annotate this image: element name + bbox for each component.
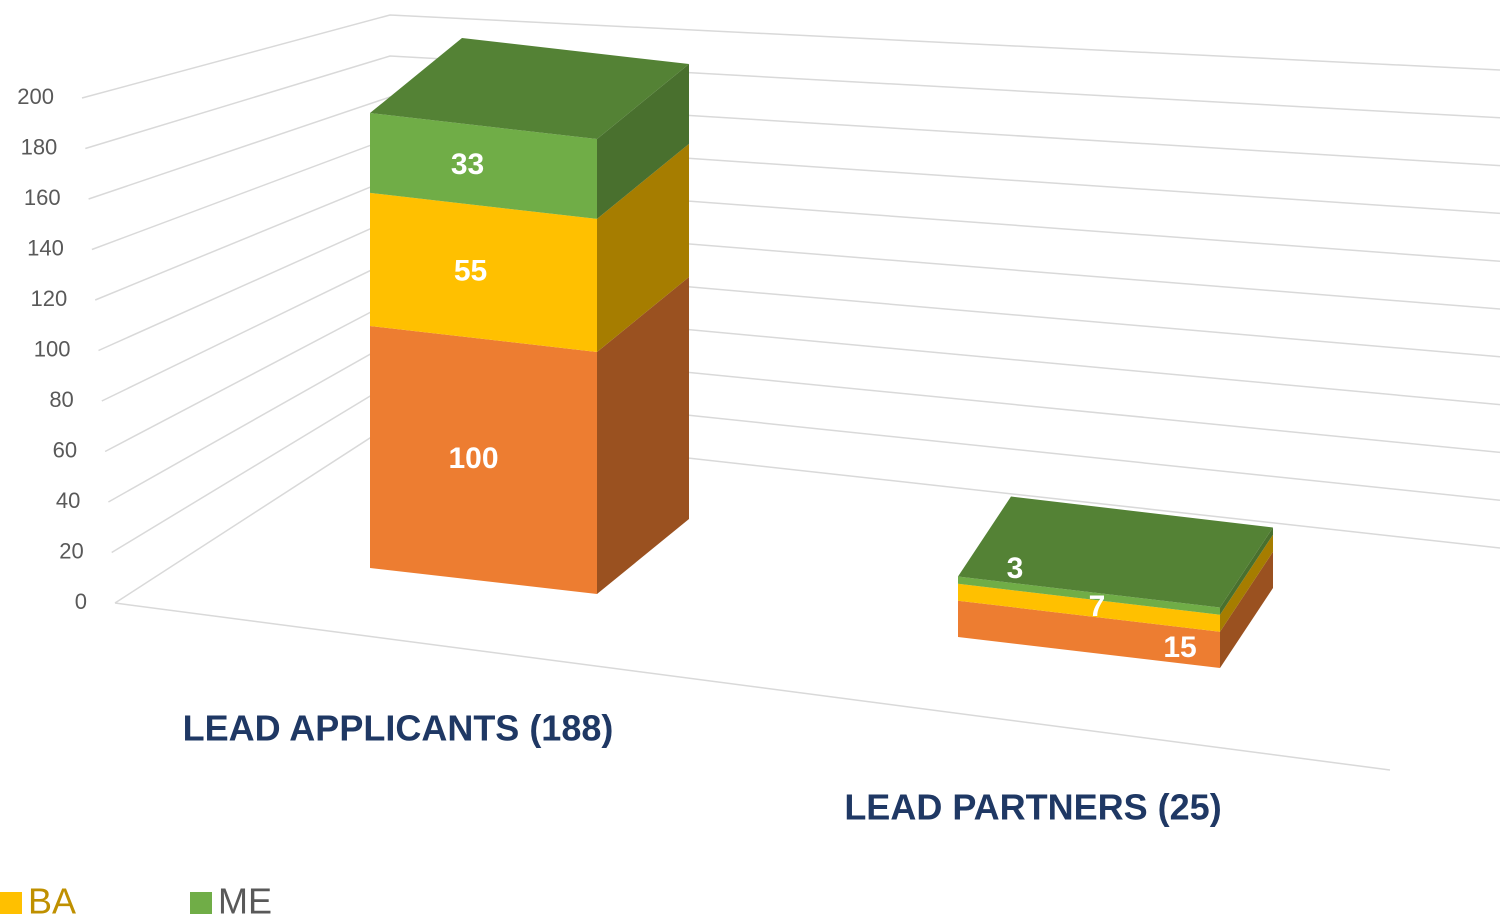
y-tick-label: 0 xyxy=(75,589,87,614)
grid-line xyxy=(114,424,1500,604)
y-tick-label: 60 xyxy=(53,437,77,462)
grid-line xyxy=(101,260,1500,402)
legend-label: ME xyxy=(218,881,272,919)
bar-side xyxy=(1220,527,1273,615)
bar-top xyxy=(370,38,689,140)
legend-swatch xyxy=(0,892,22,914)
bar-side xyxy=(1220,534,1273,632)
data-label: 33 xyxy=(451,148,484,181)
x-tick-label: LEAD PARTNERS (25) xyxy=(844,787,1221,828)
bar-front xyxy=(958,576,1220,615)
y-tick-label: 80 xyxy=(49,387,73,412)
y-tick-label: 100 xyxy=(34,336,71,361)
bar-side xyxy=(597,143,689,352)
bar-front xyxy=(958,583,1220,632)
bar-front xyxy=(958,600,1220,668)
y-tick-label: 160 xyxy=(24,185,61,210)
data-label: 3 xyxy=(1007,552,1024,585)
bar-top xyxy=(958,496,1273,608)
legend-swatch xyxy=(190,892,212,914)
floor-edge xyxy=(114,602,1391,771)
data-label: 15 xyxy=(1163,631,1196,664)
bar-front xyxy=(370,113,597,219)
data-label: 7 xyxy=(1089,590,1106,623)
grid-line xyxy=(85,55,1500,150)
grid-line xyxy=(81,14,1500,99)
data-label: 55 xyxy=(454,254,487,287)
grid-line xyxy=(94,178,1500,301)
bar-side xyxy=(597,277,689,594)
bar-front xyxy=(370,326,597,594)
y-tick-label: 180 xyxy=(21,134,58,159)
x-tick-label: LEAD APPLICANTS (188) xyxy=(183,708,614,749)
grid-line xyxy=(111,383,1500,554)
grid-line xyxy=(91,137,1500,251)
data-label: 100 xyxy=(448,442,498,475)
y-tick-label: 200 xyxy=(17,84,54,109)
bar-front xyxy=(370,192,597,352)
bar-side xyxy=(1220,551,1273,668)
y-tick-label: 120 xyxy=(30,286,67,311)
y-tick-label: 140 xyxy=(27,235,64,260)
bar-side xyxy=(597,64,689,219)
legend-label: BA xyxy=(28,881,76,919)
grid-line xyxy=(88,96,1500,200)
grid-line xyxy=(98,219,1500,352)
y-tick-label: 40 xyxy=(56,488,80,513)
y-tick-label: 20 xyxy=(59,538,83,563)
